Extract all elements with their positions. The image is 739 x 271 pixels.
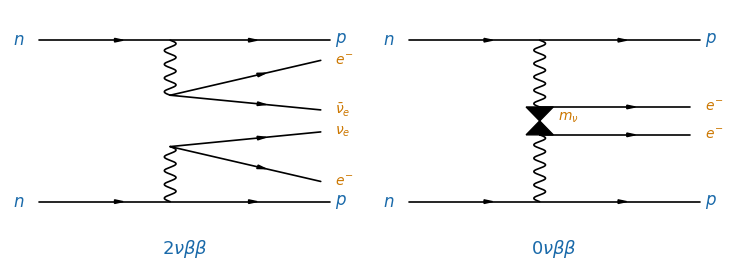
Text: $p$: $p$ bbox=[336, 31, 347, 49]
Text: $e^{-}$: $e^{-}$ bbox=[336, 175, 353, 188]
Polygon shape bbox=[256, 165, 265, 169]
Text: $e^{-}$: $e^{-}$ bbox=[705, 128, 723, 142]
Polygon shape bbox=[484, 200, 493, 204]
Text: $n$: $n$ bbox=[13, 31, 24, 49]
Text: $\nu_e$: $\nu_e$ bbox=[336, 125, 350, 139]
Text: $n$: $n$ bbox=[13, 193, 24, 211]
Polygon shape bbox=[627, 105, 636, 109]
Text: $p$: $p$ bbox=[705, 193, 717, 211]
Polygon shape bbox=[248, 38, 257, 42]
Polygon shape bbox=[256, 73, 265, 77]
Polygon shape bbox=[484, 38, 493, 42]
Polygon shape bbox=[115, 200, 123, 204]
Polygon shape bbox=[248, 200, 257, 204]
Polygon shape bbox=[526, 121, 554, 135]
Text: $p$: $p$ bbox=[705, 31, 717, 49]
Text: $m_{\nu}$: $m_{\nu}$ bbox=[558, 111, 579, 125]
Polygon shape bbox=[618, 200, 627, 204]
Text: $0\nu\beta\beta$: $0\nu\beta\beta$ bbox=[531, 238, 577, 260]
Text: $p$: $p$ bbox=[336, 193, 347, 211]
Polygon shape bbox=[257, 136, 266, 140]
Polygon shape bbox=[115, 38, 123, 42]
Text: $n$: $n$ bbox=[383, 193, 394, 211]
Polygon shape bbox=[627, 133, 636, 137]
Text: $e^{-}$: $e^{-}$ bbox=[705, 100, 723, 114]
Polygon shape bbox=[526, 107, 554, 121]
Text: $n$: $n$ bbox=[383, 31, 394, 49]
Polygon shape bbox=[257, 102, 266, 105]
Text: $e^{-}$: $e^{-}$ bbox=[336, 53, 353, 67]
Text: $\bar{\nu}_e$: $\bar{\nu}_e$ bbox=[336, 101, 351, 118]
Text: $2\nu\beta\beta$: $2\nu\beta\beta$ bbox=[162, 238, 208, 260]
Polygon shape bbox=[618, 38, 627, 42]
